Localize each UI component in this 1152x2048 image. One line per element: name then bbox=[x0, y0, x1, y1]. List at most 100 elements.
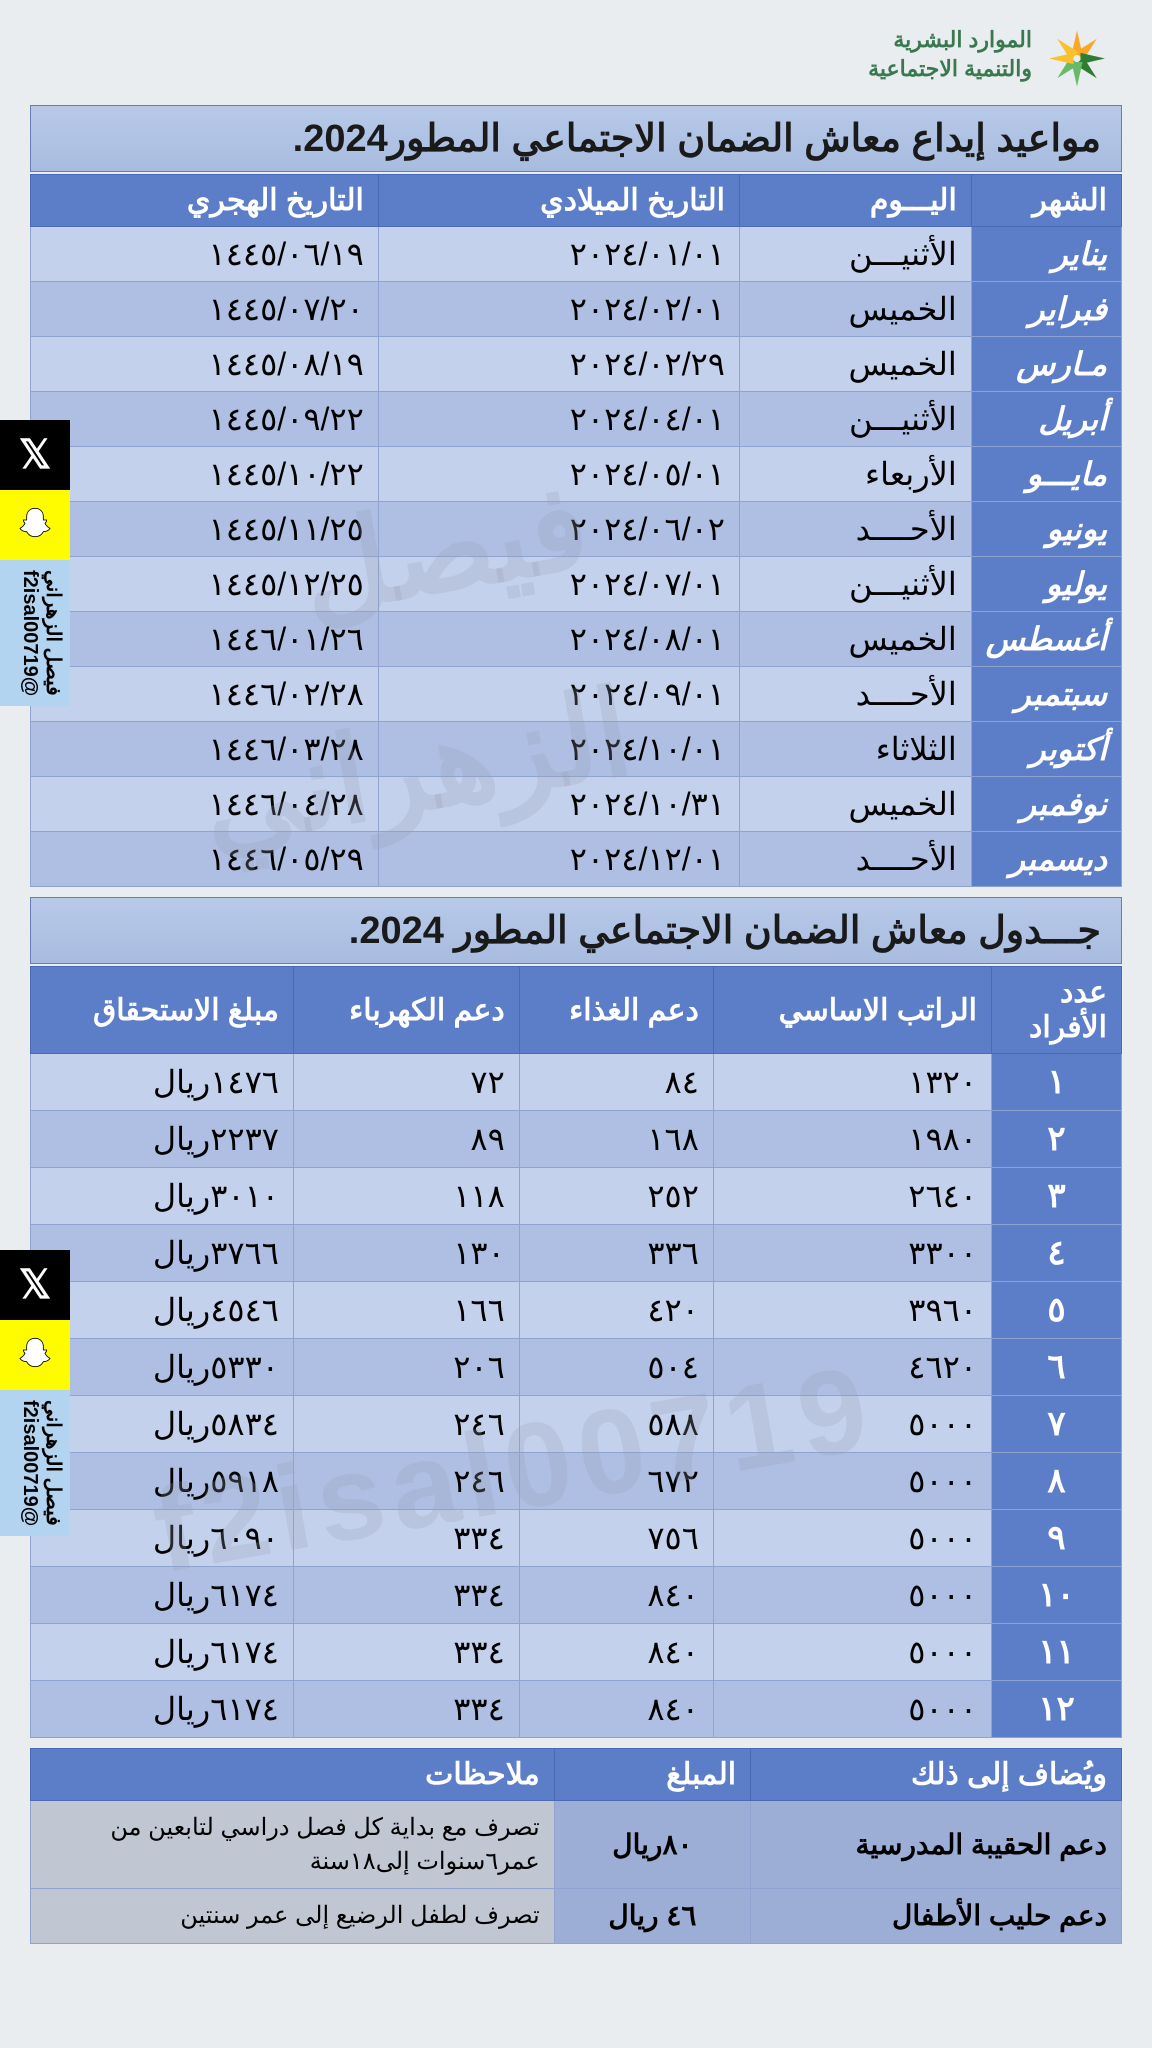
month-cell: يونيو bbox=[971, 502, 1121, 557]
table-row: ١١ ٥٠٠٠ ٨٤٠ ٣٣٤ ٦١٧٤ريال bbox=[31, 1624, 1122, 1681]
base-cell: ٣٣٠٠ bbox=[713, 1225, 991, 1282]
month-cell: ديسمبر bbox=[971, 832, 1121, 887]
elec-cell: ٨٩ bbox=[293, 1111, 519, 1168]
snapchat-icon[interactable] bbox=[0, 1320, 70, 1390]
base-cell: ١٣٢٠ bbox=[713, 1054, 991, 1111]
day-cell: الأحــــد bbox=[739, 832, 971, 887]
social-widget-2: 𝕏 فيصل الزهراني@f2isal00719 bbox=[0, 1250, 70, 1536]
base-cell: ٥٠٠٠ bbox=[713, 1453, 991, 1510]
greg-cell: ٢٠٢٤/١٠/٠١ bbox=[378, 722, 739, 777]
count-cell: ٧ bbox=[992, 1396, 1122, 1453]
greg-cell: ٢٠٢٤/٠٥/٠١ bbox=[378, 447, 739, 502]
hijri-cell: ١٤٤٥/٠٩/٢٢ bbox=[31, 392, 379, 447]
col-food: دعم الغذاء bbox=[519, 967, 713, 1054]
table-row: أغسطس الخميس ٢٠٢٤/٠٨/٠١ ١٤٤٦/٠١/٢٦ bbox=[31, 612, 1122, 667]
greg-cell: ٢٠٢٤/١٢/٠١ bbox=[378, 832, 739, 887]
total-cell: ٣٠١٠ريال bbox=[31, 1168, 294, 1225]
greg-cell: ٢٠٢٤/٠٢/٠١ bbox=[378, 282, 739, 337]
day-cell: الخميس bbox=[739, 282, 971, 337]
food-cell: ٧٥٦ bbox=[519, 1510, 713, 1567]
title-schedule: مواعيد إيداع معاش الضمان الاجتماعي المطو… bbox=[30, 105, 1122, 172]
month-cell: مايـــو bbox=[971, 447, 1121, 502]
col-greg: التاريخ الميلادي bbox=[378, 175, 739, 227]
addendum-notes: تصرف لطفل الرضيع إلى عمر سنتين bbox=[31, 1889, 555, 1944]
day-cell: الأحــــد bbox=[739, 502, 971, 557]
addendum-label: دعم الحقيبة المدرسية bbox=[751, 1801, 1122, 1889]
table-row: مايـــو الأربعاء ٢٠٢٤/٠٥/٠١ ١٤٤٥/١٠/٢٢ bbox=[31, 447, 1122, 502]
month-cell: يناير bbox=[971, 227, 1121, 282]
month-cell: سبتمبر bbox=[971, 667, 1121, 722]
elec-cell: ٣٣٤ bbox=[293, 1624, 519, 1681]
count-cell: ٢ bbox=[992, 1111, 1122, 1168]
count-cell: ٣ bbox=[992, 1168, 1122, 1225]
addendum-table: ويُضاف إلى ذلك المبلغ ملاحظات دعم الحقيب… bbox=[30, 1748, 1122, 1944]
table-row: نوفمبر الخميس ٢٠٢٤/١٠/٣١ ١٤٤٦/٠٤/٢٨ bbox=[31, 777, 1122, 832]
elec-cell: ٢٤٦ bbox=[293, 1396, 519, 1453]
table-row: ١٠ ٥٠٠٠ ٨٤٠ ٣٣٤ ٦١٧٤ريال bbox=[31, 1567, 1122, 1624]
month-cell: نوفمبر bbox=[971, 777, 1121, 832]
day-cell: الخميس bbox=[739, 612, 971, 667]
table-row: دعم حليب الأطفال ٤٦ ريال تصرف لطفل الرضي… bbox=[31, 1889, 1122, 1944]
snapchat-icon[interactable] bbox=[0, 490, 70, 560]
table-row: ١٢ ٥٠٠٠ ٨٤٠ ٣٣٤ ٦١٧٤ريال bbox=[31, 1681, 1122, 1738]
greg-cell: ٢٠٢٤/٠٩/٠١ bbox=[378, 667, 739, 722]
schedule-table: الشهر اليـــوم التاريخ الميلادي التاريخ … bbox=[30, 174, 1122, 887]
elec-cell: ١٦٦ bbox=[293, 1282, 519, 1339]
count-cell: ١ bbox=[992, 1054, 1122, 1111]
greg-cell: ٢٠٢٤/٠٤/٠١ bbox=[378, 392, 739, 447]
elec-cell: ١١٨ bbox=[293, 1168, 519, 1225]
food-cell: ٨٤٠ bbox=[519, 1681, 713, 1738]
x-icon[interactable]: 𝕏 bbox=[0, 420, 70, 490]
elec-cell: ٢٠٦ bbox=[293, 1339, 519, 1396]
count-cell: ١٢ bbox=[992, 1681, 1122, 1738]
day-cell: الخميس bbox=[739, 337, 971, 392]
hijri-cell: ١٤٤٥/١٢/٢٥ bbox=[31, 557, 379, 612]
logo-text: الموارد البشرية والتنمية الاجتماعية bbox=[868, 26, 1032, 83]
table-row: ٢ ١٩٨٠ ١٦٨ ٨٩ ٢٢٣٧ريال bbox=[31, 1111, 1122, 1168]
elec-cell: ٢٤٦ bbox=[293, 1453, 519, 1510]
greg-cell: ٢٠٢٤/٠٢/٢٩ bbox=[378, 337, 739, 392]
logo-line1: الموارد البشرية bbox=[868, 26, 1032, 55]
social-handle-2: فيصل الزهراني@f2isal00719 bbox=[0, 1390, 70, 1536]
hijri-cell: ١٤٤٦/٠٣/٢٨ bbox=[31, 722, 379, 777]
count-cell: ٤ bbox=[992, 1225, 1122, 1282]
table-row: أكتوبر الثلاثاء ٢٠٢٤/١٠/٠١ ١٤٤٦/٠٣/٢٨ bbox=[31, 722, 1122, 777]
hijri-cell: ١٤٤٥/٠٧/٢٠ bbox=[31, 282, 379, 337]
food-cell: ٥٨٨ bbox=[519, 1396, 713, 1453]
col-elec: دعم الكهرباء bbox=[293, 967, 519, 1054]
hijri-cell: ١٤٤٥/٠٦/١٩ bbox=[31, 227, 379, 282]
hijri-cell: ١٤٤٦/٠٢/٢٨ bbox=[31, 667, 379, 722]
month-cell: أبريل bbox=[971, 392, 1121, 447]
col-count: عدد الأفراد bbox=[992, 967, 1122, 1054]
table-row: ٥ ٣٩٦٠ ٤٢٠ ١٦٦ ٤٥٤٦ريال bbox=[31, 1282, 1122, 1339]
total-cell: ٦١٧٤ريال bbox=[31, 1567, 294, 1624]
count-cell: ٩ bbox=[992, 1510, 1122, 1567]
elec-cell: ٣٣٤ bbox=[293, 1510, 519, 1567]
col-total: مبلغ الاستحقاق bbox=[31, 967, 294, 1054]
month-cell: فبراير bbox=[971, 282, 1121, 337]
day-cell: الأثنيـــن bbox=[739, 557, 971, 612]
table-row: يناير الأثنيـــن ٢٠٢٤/٠١/٠١ ١٤٤٥/٠٦/١٩ bbox=[31, 227, 1122, 282]
x-icon[interactable]: 𝕏 bbox=[0, 1250, 70, 1320]
table-row: أبريل الأثنيـــن ٢٠٢٤/٠٤/٠١ ١٤٤٥/٠٩/٢٢ bbox=[31, 392, 1122, 447]
base-cell: ٥٠٠٠ bbox=[713, 1567, 991, 1624]
food-cell: ١٦٨ bbox=[519, 1111, 713, 1168]
table-row: ٩ ٥٠٠٠ ٧٥٦ ٣٣٤ ٦٠٩٠ريال bbox=[31, 1510, 1122, 1567]
table-row: ديسمبر الأحــــد ٢٠٢٤/١٢/٠١ ١٤٤٦/٠٥/٢٩ bbox=[31, 832, 1122, 887]
table-row: فبراير الخميس ٢٠٢٤/٠٢/٠١ ١٤٤٥/٠٧/٢٠ bbox=[31, 282, 1122, 337]
table-row: يوليو الأثنيـــن ٢٠٢٤/٠٧/٠١ ١٤٤٥/١٢/٢٥ bbox=[31, 557, 1122, 612]
add-amount-header: المبلغ bbox=[554, 1749, 750, 1801]
greg-cell: ٢٠٢٤/٠٧/٠١ bbox=[378, 557, 739, 612]
total-cell: ١٤٧٦ريال bbox=[31, 1054, 294, 1111]
food-cell: ٨٤ bbox=[519, 1054, 713, 1111]
amounts-table: عدد الأفراد الراتب الاساسي دعم الغذاء دع… bbox=[30, 966, 1122, 1738]
day-cell: الثلاثاء bbox=[739, 722, 971, 777]
elec-cell: ٣٣٤ bbox=[293, 1567, 519, 1624]
elec-cell: ٧٢ bbox=[293, 1054, 519, 1111]
base-cell: ٤٦٢٠ bbox=[713, 1339, 991, 1396]
food-cell: ٥٠٤ bbox=[519, 1339, 713, 1396]
table-row: ٤ ٣٣٠٠ ٣٣٦ ١٣٠ ٣٧٦٦ريال bbox=[31, 1225, 1122, 1282]
base-cell: ٥٠٠٠ bbox=[713, 1681, 991, 1738]
hijri-cell: ١٤٤٦/٠٥/٢٩ bbox=[31, 832, 379, 887]
greg-cell: ٢٠٢٤/٠١/٠١ bbox=[378, 227, 739, 282]
